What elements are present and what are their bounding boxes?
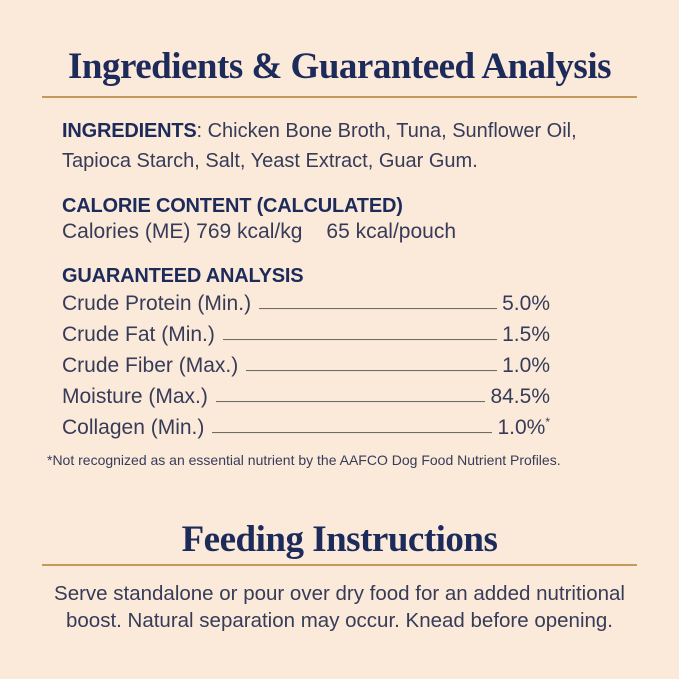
guaranteed-analysis-table: Crude Protein (Min.) 5.0% Crude Fat (Min… [62, 288, 550, 443]
section-feeding-instructions: Feeding Instructions Serve standalone or… [0, 519, 679, 634]
leader-line [246, 369, 498, 372]
ingredients-analysis-content: INGREDIENTS: Chicken Bone Broth, Tuna, S… [0, 116, 679, 469]
ingredients-analysis-title: Ingredients & Guaranteed Analysis [67, 46, 612, 87]
calories-per-kg: Calories (ME) 769 kcal/kg [62, 220, 303, 243]
leader-line [215, 400, 486, 403]
calorie-values: Calories (ME) 769 kcal/kg 65 kcal/pouch [62, 220, 621, 244]
table-row-crude-fiber: Crude Fiber (Max.) 1.0% [62, 350, 550, 381]
nutrient-value: 1.0%* [497, 415, 550, 439]
nutrient-label: Moisture (Max.) [62, 384, 208, 408]
leader-line [259, 307, 498, 310]
feeding-title-divider [42, 564, 637, 566]
feeding-instructions-title: Feeding Instructions [181, 519, 498, 560]
nutrient-label: Crude Fat (Min.) [62, 322, 215, 346]
calorie-content-heading: CALORIE CONTENT (CALCULATED) [62, 195, 403, 217]
ingredients-paragraph: INGREDIENTS: Chicken Bone Broth, Tuna, S… [62, 116, 621, 176]
section-ingredients-analysis: Ingredients & Guaranteed Analysis INGRED… [0, 46, 679, 469]
nutrient-label: Crude Fiber (Max.) [62, 353, 239, 377]
aafco-footnote: *Not recognized as an essential nutrient… [47, 452, 561, 468]
nutrient-value: 84.5% [490, 385, 550, 408]
leader-line [212, 431, 493, 434]
table-row-crude-protein: Crude Protein (Min.) 5.0% [62, 288, 550, 319]
nutrient-value: 5.0% [502, 292, 550, 315]
title-divider [42, 96, 637, 98]
footnote-marker: * [545, 415, 550, 429]
ingredients-list: : Chicken Bone Broth, Tuna, Sunflower Oi… [62, 120, 577, 172]
calories-per-pouch: 65 kcal/pouch [326, 220, 457, 243]
guaranteed-analysis-heading: GUARANTEED ANALYSIS [62, 265, 304, 287]
table-row-collagen: Collagen (Min.) 1.0%* [62, 412, 550, 443]
nutrient-value: 1.0% [502, 354, 550, 377]
leader-line [222, 338, 498, 341]
ingredients-label: INGREDIENTS [62, 120, 197, 142]
nutrient-label: Collagen (Min.) [62, 415, 205, 439]
table-row-moisture: Moisture (Max.) 84.5% [62, 381, 550, 412]
nutrient-value: 1.5% [502, 323, 550, 346]
table-row-crude-fat: Crude Fat (Min.) 1.5% [62, 319, 550, 350]
nutrient-label: Crude Protein (Min.) [62, 291, 252, 315]
feeding-instructions-body: Serve standalone or pour over dry food f… [54, 582, 625, 632]
